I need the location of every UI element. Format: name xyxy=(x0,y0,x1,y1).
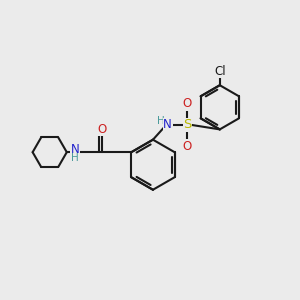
Text: N: N xyxy=(71,143,80,156)
Text: S: S xyxy=(183,118,192,131)
Text: Cl: Cl xyxy=(214,64,226,78)
Text: N: N xyxy=(163,118,172,131)
Text: H: H xyxy=(71,153,79,163)
Text: H: H xyxy=(157,116,165,126)
Text: O: O xyxy=(183,97,192,110)
Text: O: O xyxy=(97,123,106,136)
Text: O: O xyxy=(183,140,192,153)
